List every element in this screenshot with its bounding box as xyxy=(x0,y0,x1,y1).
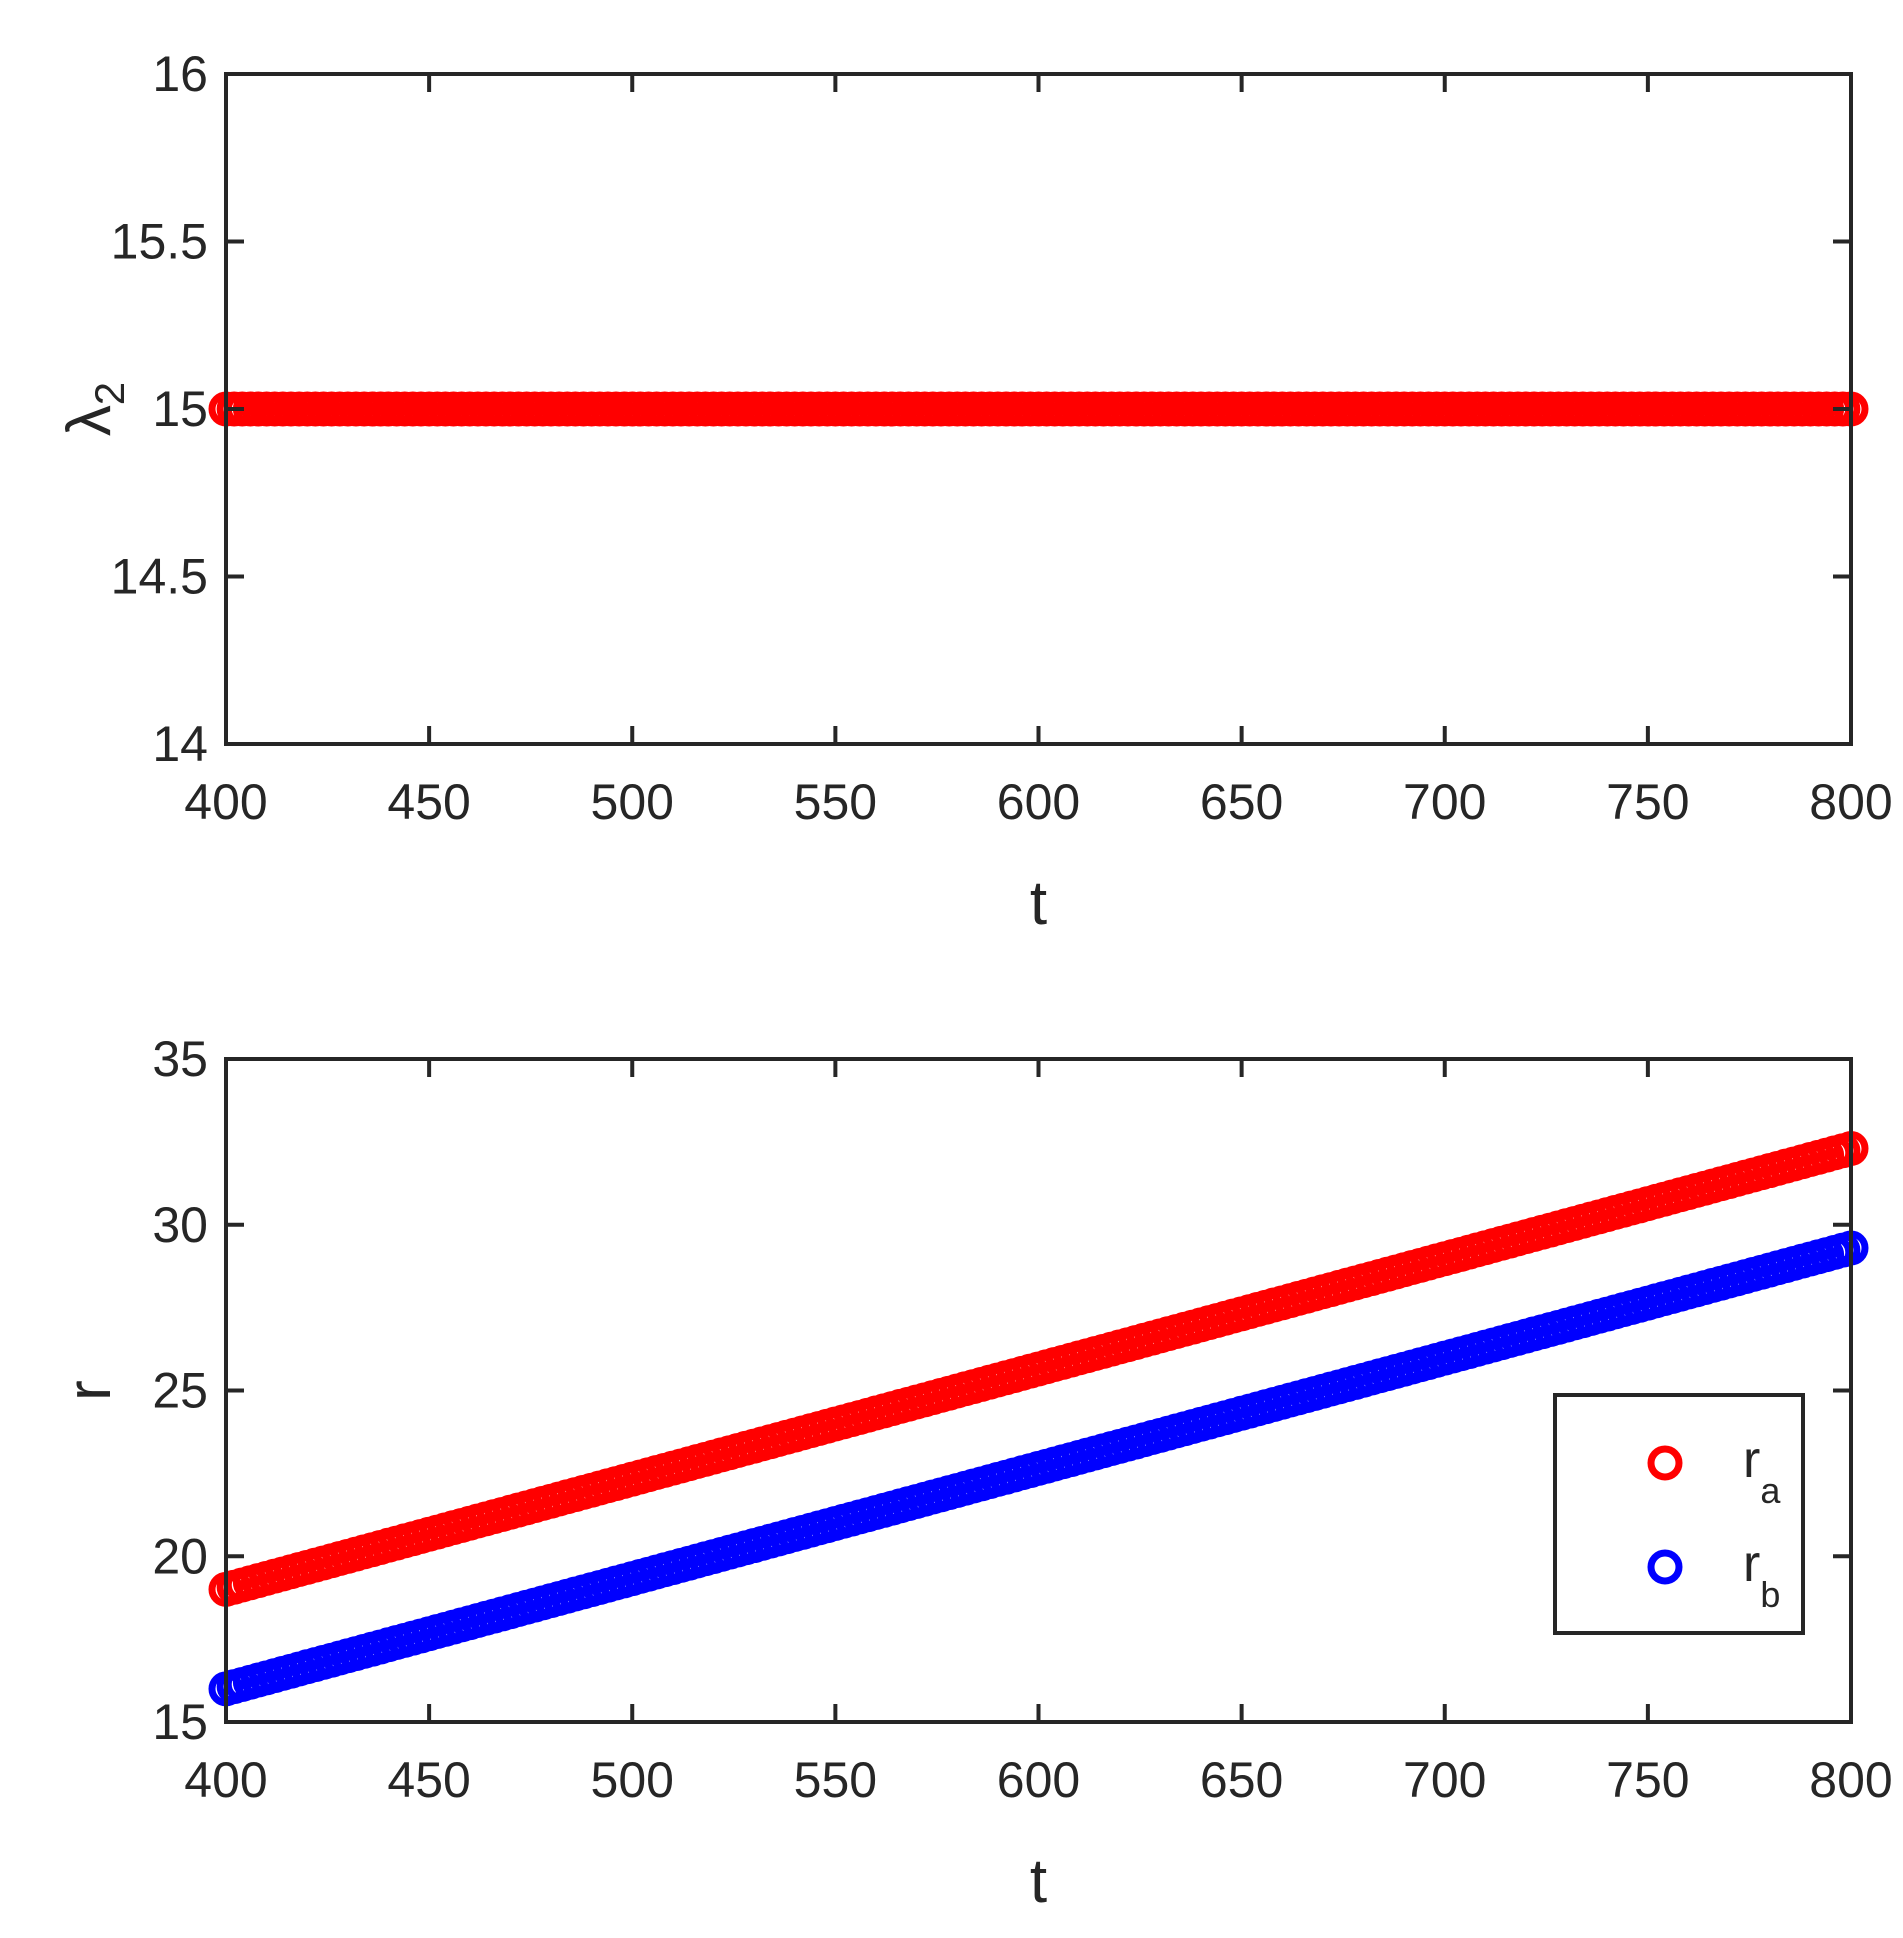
legend-marker xyxy=(1647,1549,1683,1585)
y-tick-label: 20 xyxy=(152,1528,208,1584)
y-axis-label-text: λ xyxy=(55,405,124,436)
x-tick-label: 750 xyxy=(1606,774,1689,830)
y-axis-label-text: r xyxy=(55,1380,124,1401)
y-tick-label: 35 xyxy=(152,1031,208,1087)
x-tick-label: 550 xyxy=(794,774,877,830)
x-tick-label: 450 xyxy=(387,774,470,830)
y-tick-label: 25 xyxy=(152,1363,208,1419)
legend-label: rb xyxy=(1743,1535,1780,1615)
x-tick-label: 750 xyxy=(1606,1752,1689,1808)
r-panel: 400 450 500 550 600 650 700 750 8001520253035trr… xyxy=(55,1031,1893,1916)
y-tick-label: 30 xyxy=(152,1197,208,1253)
y-axis-label: λ2 xyxy=(55,382,133,436)
x-tick-label: 650 xyxy=(1200,774,1283,830)
legend-label-name: r xyxy=(1743,1535,1760,1593)
legend-entry-rb: rb xyxy=(1647,1535,1780,1615)
x-tick-label: 550 xyxy=(794,1752,877,1808)
y-tick-label: 14 xyxy=(152,716,208,772)
legend-box xyxy=(1553,1393,1805,1635)
x-tick-label: 650 xyxy=(1200,1752,1283,1808)
series-lambda2 xyxy=(208,391,1869,427)
x-tick-label: 450 xyxy=(387,1752,470,1808)
x-tick-label: 600 xyxy=(997,774,1080,830)
y-tick-label: 14.5 xyxy=(111,549,208,605)
x-tick-label: 700 xyxy=(1403,1752,1486,1808)
y-axis-label-subscript: 2 xyxy=(86,382,133,405)
x-tick-label: 600 xyxy=(997,1752,1080,1808)
x-tick-label: 400 xyxy=(184,1752,267,1808)
y-tick-label: 15 xyxy=(152,381,208,437)
lambda2-panel: 400 450 500 550 600 650 700 750 800 14 14.5 15 15.5 1… xyxy=(55,46,1893,938)
legend-label: ra xyxy=(1743,1431,1781,1511)
legend-label-subscript: b xyxy=(1760,1574,1780,1615)
x-tick-label: 800 xyxy=(1809,774,1892,830)
y-tick-label: 15 xyxy=(152,1694,208,1750)
series-ra xyxy=(208,1131,1869,1607)
x-axis-label: t xyxy=(1030,1847,1047,1916)
legend-marker xyxy=(1647,1445,1683,1481)
legend-label-subscript: a xyxy=(1760,1470,1781,1511)
y-axis-label: r xyxy=(55,1380,124,1401)
y-tick-label: 16 xyxy=(152,46,208,102)
x-tick-label: 500 xyxy=(591,1752,674,1808)
x-tick-label: 400 xyxy=(184,774,267,830)
series-rb xyxy=(208,1230,1869,1707)
legend-entry-ra: ra xyxy=(1647,1431,1781,1511)
x-tick-label: 700 xyxy=(1403,774,1486,830)
legend-label-name: r xyxy=(1743,1431,1760,1489)
y-tick-label: 15.5 xyxy=(111,214,208,270)
x-axis-label: t xyxy=(1030,869,1047,938)
x-tick-label: 500 xyxy=(591,774,674,830)
x-tick-label: 800 xyxy=(1809,1752,1892,1808)
